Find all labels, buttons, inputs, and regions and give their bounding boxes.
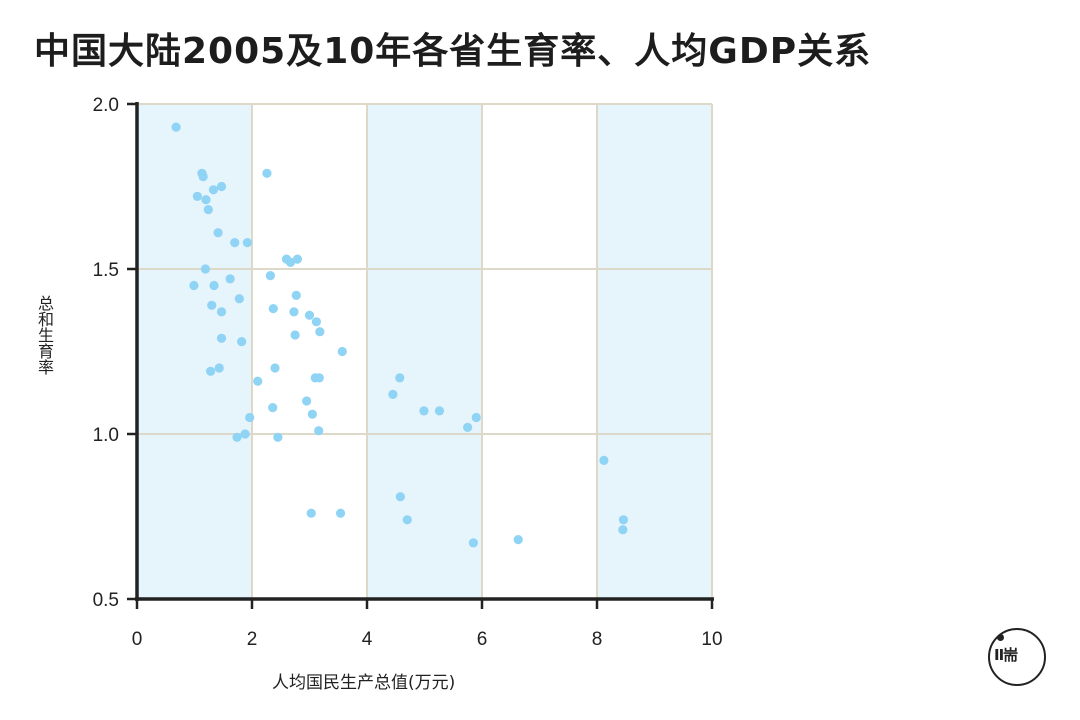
- data-point-40: [268, 403, 278, 413]
- logo-mark: II耑: [994, 646, 1018, 664]
- logo-dot: [997, 634, 1004, 641]
- x-axis-label: 人均国民生产总值(万元): [272, 673, 456, 693]
- data-point-15: [207, 300, 217, 310]
- shaded-band-2: [597, 104, 712, 599]
- data-point-29: [291, 290, 301, 300]
- y-axis-label: 总和生育率: [35, 295, 54, 375]
- data-point-44: [232, 432, 242, 442]
- x-tick-label-1: 2: [247, 629, 258, 650]
- shaded-band-0: [137, 104, 252, 599]
- x-tick-label-0: 0: [132, 629, 143, 650]
- data-point-58: [513, 535, 523, 545]
- data-point-21: [214, 363, 224, 373]
- data-point-48: [335, 508, 346, 518]
- data-point-25: [285, 257, 296, 267]
- data-point-7: [216, 181, 227, 192]
- grid-lines: [137, 103, 713, 599]
- data-point-18: [216, 333, 227, 343]
- shaded-bands: [137, 104, 712, 599]
- data-point-51: [419, 406, 429, 416]
- data-point-55: [395, 492, 405, 502]
- data-point-5: [203, 205, 213, 215]
- data-point-49: [388, 389, 398, 399]
- data-point-0: [171, 122, 181, 132]
- data-point-41: [307, 409, 317, 419]
- data-point-17: [234, 294, 244, 304]
- data-point-39: [302, 396, 312, 406]
- data-point-6: [208, 185, 219, 195]
- data-point-61: [618, 525, 628, 535]
- data-point-26: [292, 254, 303, 264]
- brand-logo-icon: II耑: [988, 628, 1046, 686]
- data-point-13: [209, 280, 219, 291]
- data-point-60: [618, 515, 629, 525]
- data-point-23: [265, 271, 275, 281]
- data-point-50: [395, 373, 405, 383]
- data-point-56: [402, 515, 412, 525]
- y-tick-label-3: 2.0: [93, 95, 119, 116]
- data-point-27: [268, 304, 278, 314]
- data-point-57: [468, 538, 478, 548]
- data-point-2: [198, 172, 208, 182]
- y-tick-label-2: 1.5: [93, 260, 119, 281]
- data-point-32: [315, 327, 325, 337]
- data-point-14: [225, 274, 235, 284]
- data-point-19: [237, 337, 247, 347]
- shaded-band-1: [367, 104, 482, 599]
- data-point-8: [213, 228, 223, 238]
- data-point-12: [189, 280, 199, 291]
- data-point-20: [206, 366, 216, 376]
- data-point-31: [311, 317, 321, 327]
- x-tick-label-5: 10: [701, 629, 722, 650]
- axes: [135, 102, 714, 601]
- data-point-34: [337, 346, 347, 357]
- data-point-16: [216, 307, 227, 317]
- data-point-22: [262, 168, 272, 178]
- data-point-33: [290, 330, 300, 340]
- data-point-4: [201, 195, 211, 205]
- x-tick-label-2: 4: [362, 629, 373, 650]
- y-tick-label-1: 1.0: [93, 425, 119, 446]
- data-point-59: [599, 455, 609, 465]
- data-point-45: [273, 432, 283, 442]
- data-point-35: [270, 363, 280, 373]
- data-points: [171, 122, 629, 548]
- data-point-46: [314, 426, 324, 436]
- data-point-43: [240, 429, 250, 439]
- data-point-9: [230, 238, 240, 248]
- x-tick-label-4: 8: [592, 629, 603, 650]
- data-point-11: [200, 264, 211, 274]
- data-point-10: [242, 238, 252, 248]
- data-point-36: [253, 376, 263, 386]
- data-point-38: [314, 373, 324, 383]
- ticks: 0 2 4 6 8 10 0.5 1.0 1.5 2.0: [93, 95, 723, 650]
- x-tick-label-3: 6: [477, 629, 488, 650]
- chart-title: 中国大陆2005及10年各省生育率、人均GDP关系: [34, 31, 872, 72]
- data-point-42: [245, 412, 255, 423]
- data-point-28: [289, 307, 299, 317]
- y-tick-label-0: 0.5: [93, 590, 119, 611]
- data-point-54: [471, 412, 481, 423]
- data-point-47: [306, 508, 316, 518]
- data-point-52: [434, 406, 445, 416]
- data-point-30: [304, 310, 315, 320]
- data-point-3: [192, 191, 202, 201]
- data-point-53: [463, 422, 473, 432]
